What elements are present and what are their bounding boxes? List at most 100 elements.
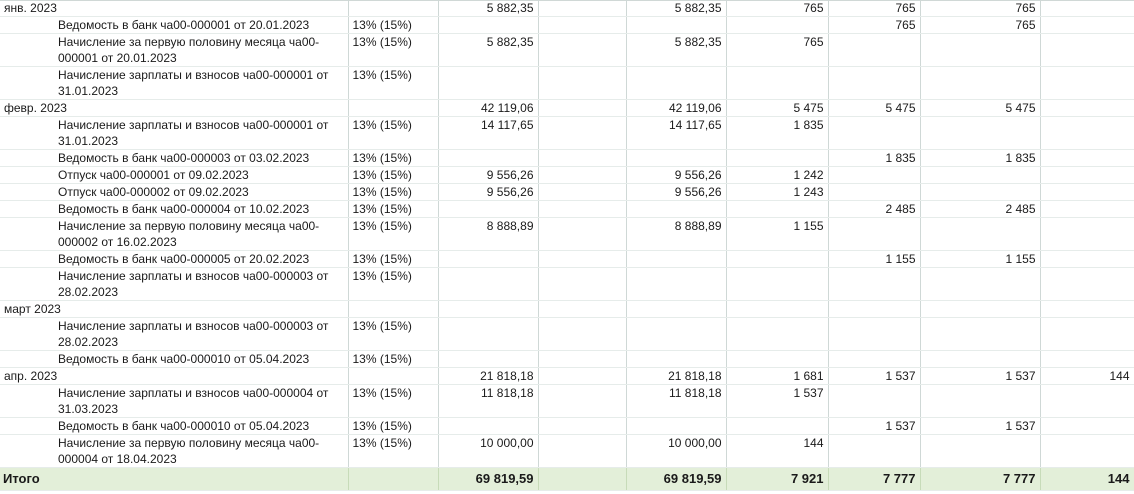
amount-cell-c7 <box>1040 384 1134 418</box>
amount-cell-c7 <box>1040 200 1134 218</box>
amount-cell-c2 <box>438 267 539 301</box>
amount-cell-c2 <box>438 250 539 268</box>
table-row[interactable]: Начисление зарплаты и взносов ча00-00000… <box>0 267 1134 301</box>
document-label: Ведомость в банк ча00-000010 от 05.04.20… <box>0 350 349 368</box>
spacer-cell <box>538 434 627 468</box>
tax-rate-cell: 13% (15%) <box>348 217 439 251</box>
amount-cell-c3 <box>626 16 727 34</box>
amount-cell-c4: 1 537 <box>726 384 829 418</box>
group-row[interactable]: февр. 2023 42 119,06 42 119,06 5 475 5 475 5 … <box>0 99 1134 117</box>
amount-cell-c6: 1 537 <box>920 417 1041 435</box>
tax-rate-cell <box>348 367 439 385</box>
group-row[interactable]: апр. 2023 21 818,18 21 818,18 1 681 1 537 1 5… <box>0 367 1134 385</box>
amount-cell-c4: 1 243 <box>726 183 829 201</box>
document-label: Ведомость в банк ча00-000004 от 10.02.20… <box>0 200 349 218</box>
amount-cell-c5: 2 485 <box>828 200 921 218</box>
table-row[interactable]: Начисление за первую половину месяца ча0… <box>0 33 1134 67</box>
spacer-cell <box>538 367 627 385</box>
table-row[interactable]: Начисление зарплаты и взносов ча00-00000… <box>0 384 1134 418</box>
amount-cell-c4: 1 242 <box>726 166 829 184</box>
document-label: Начисление за первую половину месяца ча0… <box>0 33 349 67</box>
amount-cell-c5 <box>828 317 921 351</box>
table-row[interactable]: Начисление зарплаты и взносов ча00-00000… <box>0 116 1134 150</box>
amount-cell-c6 <box>920 217 1041 251</box>
amount-cell-c4 <box>726 16 829 34</box>
table-row[interactable]: Ведомость в банк ча00-000010 от 05.04.20… <box>0 417 1134 435</box>
amount-cell-c4 <box>726 149 829 167</box>
amount-cell-c7 <box>1040 417 1134 435</box>
table-row[interactable]: Ведомость в банк ча00-000010 от 05.04.20… <box>0 350 1134 368</box>
table-row[interactable]: Начисление за первую половину месяца ча0… <box>0 434 1134 468</box>
amount-cell-c2 <box>438 350 539 368</box>
amount-cell-c6: 2 485 <box>920 200 1041 218</box>
amount-cell-c4: 765 <box>726 0 829 17</box>
tax-rate-cell: 13% (15%) <box>348 33 439 67</box>
tax-rate-cell: 13% (15%) <box>348 116 439 150</box>
amount-cell-c4: 1 835 <box>726 116 829 150</box>
tax-rate-cell <box>348 99 439 117</box>
amount-cell-c7 <box>1040 33 1134 67</box>
amount-cell-c4: 1 155 <box>726 217 829 251</box>
amount-cell-c4: 144 <box>726 434 829 468</box>
spacer-cell <box>538 33 627 67</box>
amount-cell-c2: 9 556,26 <box>438 183 539 201</box>
table-row[interactable]: Начисление зарплаты и взносов ча00-00000… <box>0 66 1134 100</box>
table-row[interactable]: Ведомость в банк ча00-000001 от 20.01.20… <box>0 16 1134 34</box>
tax-rate-cell <box>348 467 439 491</box>
amount-cell-c7 <box>1040 99 1134 117</box>
tax-rate-cell: 13% (15%) <box>348 384 439 418</box>
amount-cell-c5: 1 155 <box>828 250 921 268</box>
document-label: Отпуск ча00-000002 от 09.02.2023 <box>0 183 349 201</box>
amount-cell-c2: 9 556,26 <box>438 166 539 184</box>
amount-cell-c5 <box>828 217 921 251</box>
amount-cell-c7 <box>1040 0 1134 17</box>
spacer-cell <box>538 99 627 117</box>
amount-cell-c2: 42 119,06 <box>438 99 539 117</box>
table-row[interactable]: Ведомость в банк ча00-000004 от 10.02.20… <box>0 200 1134 218</box>
amount-cell-c2 <box>438 149 539 167</box>
period-label: апр. 2023 <box>0 367 349 385</box>
amount-cell-c5 <box>828 33 921 67</box>
amount-cell-c7 <box>1040 350 1134 368</box>
amount-cell-c3 <box>626 250 727 268</box>
amount-cell-c2: 5 882,35 <box>438 0 539 17</box>
tax-rate-cell: 13% (15%) <box>348 267 439 301</box>
amount-cell-c7 <box>1040 16 1134 34</box>
group-row[interactable]: март 2023 <box>0 300 1134 318</box>
amount-cell-c2 <box>438 66 539 100</box>
amount-cell-c6 <box>920 183 1041 201</box>
table-row[interactable]: Отпуск ча00-000001 от 09.02.2023 13% (15%… <box>0 166 1134 184</box>
table-row[interactable]: Начисление за первую половину месяца ча0… <box>0 217 1134 251</box>
amount-cell-c5 <box>828 350 921 368</box>
amount-cell-c3 <box>626 350 727 368</box>
amount-cell-c3 <box>626 300 727 318</box>
amount-cell-c3 <box>626 417 727 435</box>
document-label: Начисление за первую половину месяца ча0… <box>0 217 349 251</box>
amount-cell-c4: 1 681 <box>726 367 829 385</box>
amount-cell-c6: 5 475 <box>920 99 1041 117</box>
table-row[interactable]: Начисление зарплаты и взносов ча00-00000… <box>0 317 1134 351</box>
document-label: Ведомость в банк ча00-000010 от 05.04.20… <box>0 417 349 435</box>
amount-cell-c2 <box>438 200 539 218</box>
table-row[interactable]: Ведомость в банк ча00-000005 от 20.02.20… <box>0 250 1134 268</box>
amount-cell-c5 <box>828 267 921 301</box>
amount-cell-c4: 5 475 <box>726 99 829 117</box>
amount-cell-c3: 21 818,18 <box>626 367 727 385</box>
amount-cell-c3 <box>626 267 727 301</box>
amount-cell-c6 <box>920 33 1041 67</box>
spacer-cell <box>538 183 627 201</box>
amount-cell-c3: 14 117,65 <box>626 116 727 150</box>
amount-cell-c2: 10 000,00 <box>438 434 539 468</box>
group-row[interactable]: янв. 2023 5 882,35 5 882,35 765 765 765 <box>0 0 1134 17</box>
amount-cell-c5 <box>828 66 921 100</box>
total-row[interactable]: Итого 69 819,59 69 819,59 7 921 7 777 7 777 14… <box>0 467 1134 491</box>
amount-cell-c6 <box>920 350 1041 368</box>
table-row[interactable]: Ведомость в банк ча00-000003 от 03.02.20… <box>0 149 1134 167</box>
table-row[interactable]: Отпуск ча00-000002 от 09.02.2023 13% (15%… <box>0 183 1134 201</box>
amount-cell-c5: 1 835 <box>828 149 921 167</box>
amount-cell-c5: 5 475 <box>828 99 921 117</box>
amount-cell-c6 <box>920 267 1041 301</box>
amount-cell-c5: 765 <box>828 0 921 17</box>
